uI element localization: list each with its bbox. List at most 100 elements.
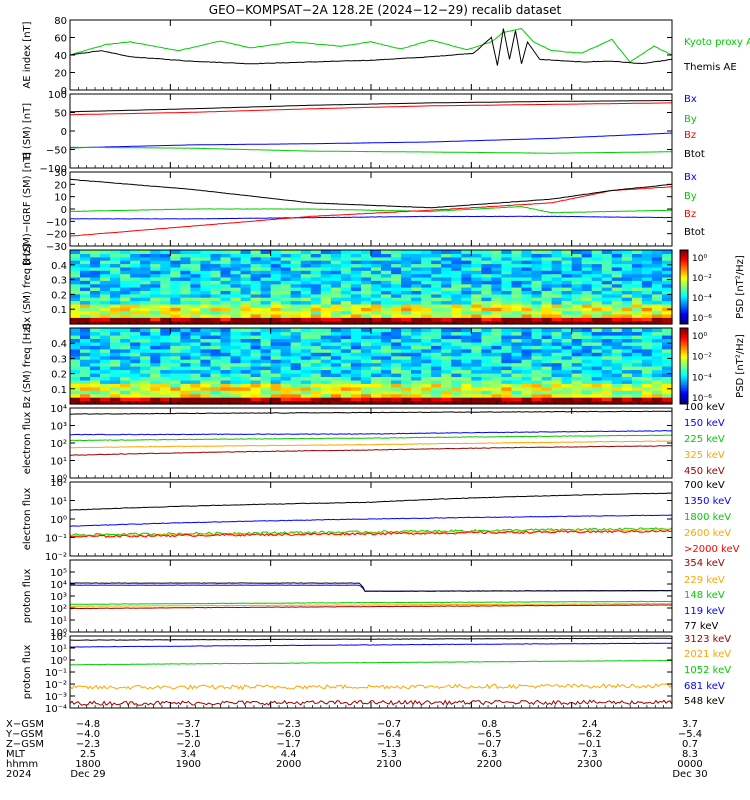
bz_spec-colorbar-segment bbox=[680, 383, 688, 386]
pflux1-series-77-kev bbox=[70, 582, 673, 592]
bz_spec-cell bbox=[651, 355, 663, 360]
bz_spec-cell bbox=[300, 352, 312, 357]
bx_spec-cell bbox=[120, 256, 131, 261]
bz_spec-cell bbox=[651, 400, 663, 405]
bz_spec-cell bbox=[631, 359, 643, 364]
bx_spec-cell bbox=[451, 290, 462, 295]
bx_spec-cell bbox=[591, 307, 603, 312]
bz_spec-cell bbox=[80, 390, 91, 395]
bx_spec-cell bbox=[250, 310, 262, 315]
bz_spec-colorbar-segment bbox=[680, 354, 688, 357]
bz_spec-cell bbox=[300, 376, 312, 381]
bx_spec-cell bbox=[662, 287, 673, 291]
bx_spec-cell bbox=[441, 307, 452, 312]
bx_spec-cell bbox=[320, 313, 332, 318]
bx_spec-cell bbox=[110, 280, 121, 285]
bz_spec-cell bbox=[80, 348, 91, 353]
pflux1-series-229-kev bbox=[69, 602, 672, 607]
bx_spec-cell bbox=[571, 256, 583, 261]
bz_spec-cell bbox=[601, 359, 613, 364]
bx_spec-cell bbox=[501, 287, 512, 291]
bx_spec-cell bbox=[431, 256, 442, 261]
bx_spec-cell bbox=[300, 300, 312, 305]
bz_spec-cell bbox=[631, 397, 643, 402]
bx_spec-cell bbox=[160, 276, 171, 281]
bx_spec-cell bbox=[631, 320, 643, 325]
bz_spec-cell bbox=[571, 393, 583, 398]
bx_spec-cell bbox=[190, 297, 201, 302]
bz_spec-cell bbox=[190, 355, 201, 360]
bz_spec-colorbar-tick: 10⁻² bbox=[692, 353, 712, 363]
bz_spec-cell bbox=[160, 379, 171, 384]
bx_spec-cell bbox=[220, 310, 232, 315]
bx_spec-cell bbox=[401, 260, 412, 265]
bz_spec-cell bbox=[521, 345, 533, 350]
bz_spec-cell bbox=[411, 352, 422, 357]
bx_spec-cell bbox=[581, 287, 593, 291]
bx_spec-cell bbox=[250, 256, 262, 261]
bx_spec-cell bbox=[140, 317, 151, 322]
bz_spec-cell bbox=[200, 393, 211, 398]
bz_spec-cell bbox=[421, 334, 432, 339]
bz_spec-cell bbox=[350, 397, 362, 402]
bz_spec-cell bbox=[310, 379, 322, 384]
bx_spec-cell bbox=[471, 293, 482, 298]
bx_spec-cell bbox=[260, 300, 272, 305]
bx_spec-cell bbox=[200, 317, 211, 322]
bx_spec-cell bbox=[621, 273, 633, 278]
bz_spec-cell bbox=[220, 369, 232, 374]
bx_spec-cell bbox=[391, 283, 402, 288]
bx_spec-cell bbox=[561, 283, 573, 288]
bx_spec-cell bbox=[641, 283, 653, 288]
bx_spec-cell bbox=[330, 293, 342, 298]
bz_spec-cell bbox=[300, 397, 312, 402]
bx_spec-cell bbox=[662, 313, 673, 318]
bx_spec-cell bbox=[371, 297, 382, 302]
bx_spec-cell bbox=[581, 276, 593, 281]
bz_spec-cell bbox=[651, 376, 663, 381]
bz_spec-cell bbox=[70, 362, 81, 367]
bz_spec-cell bbox=[641, 328, 653, 333]
bx_spec-cell bbox=[401, 263, 412, 268]
bx_spec-cell bbox=[621, 303, 633, 308]
bz_spec-cell bbox=[100, 331, 111, 336]
bz_spec-cell bbox=[180, 362, 191, 367]
bz_spec-cell bbox=[180, 397, 191, 402]
bz_spec-cell bbox=[270, 390, 282, 395]
bz_spec-cell bbox=[130, 376, 141, 381]
bz_spec-cell bbox=[641, 331, 653, 336]
bx_spec-cell bbox=[290, 303, 302, 308]
bz_spec-cell bbox=[320, 383, 332, 388]
bz_spec-cell bbox=[371, 359, 382, 364]
bz_spec-cell bbox=[120, 390, 131, 395]
bx_spec-cell bbox=[561, 293, 573, 298]
bz_spec-cell bbox=[401, 352, 412, 357]
bz_spec-cell bbox=[611, 379, 623, 384]
bx_spec-cell bbox=[70, 276, 81, 281]
bz_spec-cell bbox=[491, 362, 502, 367]
bz_spec-colorbar-segment bbox=[680, 369, 688, 373]
bx_spec-cell bbox=[411, 266, 422, 271]
bx_spec-cell bbox=[200, 287, 211, 291]
bx_spec-cell bbox=[621, 313, 633, 318]
bx_spec-cell bbox=[471, 260, 482, 265]
bz_spec-cell bbox=[411, 379, 422, 384]
bz_spec-cell bbox=[220, 341, 232, 346]
bx_spec-cell bbox=[190, 310, 201, 315]
bx_spec-cell bbox=[421, 320, 432, 325]
bz_spec-cell bbox=[280, 338, 292, 343]
bz_spec-cell bbox=[250, 376, 262, 381]
bz_spec-cell bbox=[250, 386, 262, 391]
ae-legend-0: Kyoto proxy AE bbox=[684, 37, 750, 48]
bz_spec-cell bbox=[631, 386, 643, 391]
bx_spec-cell bbox=[300, 263, 312, 268]
axis-row-value: 1900 bbox=[176, 759, 201, 770]
bx_spec-cell bbox=[561, 313, 573, 318]
bz_spec-cell bbox=[471, 345, 482, 350]
bx_spec-ylabel: Bx (SM) freq [Hz] bbox=[22, 244, 33, 330]
pflux2-frame bbox=[69, 635, 673, 709]
bx_spec-cell bbox=[571, 250, 583, 254]
bx_spec-cell bbox=[310, 297, 322, 302]
bz_spec-cell bbox=[190, 338, 201, 343]
bx_spec-cell bbox=[250, 320, 262, 325]
